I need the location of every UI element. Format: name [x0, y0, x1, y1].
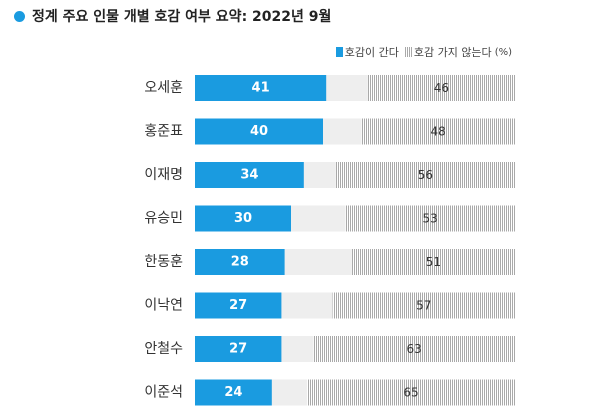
bar-favorable	[195, 249, 285, 275]
legend-favorable-label: 호감이 간다	[344, 46, 399, 59]
value-label-unfavorable: 51	[426, 255, 441, 269]
category-label: 유승민	[144, 211, 183, 227]
value-label-favorable: 24	[224, 385, 242, 400]
category-label: 안철수	[144, 341, 183, 357]
bar-favorable	[195, 379, 272, 406]
chart-legend: 호감이 간다 호감 가지 않는다 (%)	[335, 44, 512, 60]
value-label-favorable: 34	[240, 168, 258, 183]
value-label-favorable: 28	[231, 255, 249, 270]
bar-unfavorable	[332, 292, 515, 319]
bar-favorable	[195, 75, 327, 101]
value-label-unfavorable: 56	[418, 168, 433, 182]
chart-title-row: 정계 주요 인물 개별 호감 여부 요약: 2022년 9월	[14, 6, 331, 26]
value-label-favorable: 27	[229, 342, 247, 357]
value-label-unfavorable: 48	[431, 125, 446, 139]
bar-favorable	[195, 162, 304, 188]
category-label: 한동훈	[144, 254, 183, 270]
category-label: 이준석	[144, 385, 183, 401]
legend-unfavorable-label: 호감 가지 않는다	[413, 46, 492, 59]
bar-unfavorable	[335, 162, 515, 188]
chart-title: 정계 주요 인물 개별 호감 여부 요약: 2022년 9월	[32, 9, 332, 25]
value-label-favorable: 27	[229, 298, 247, 313]
value-label-favorable: 41	[252, 81, 270, 96]
category-label: 이낙연	[144, 298, 183, 314]
value-label-unfavorable: 65	[403, 386, 418, 400]
legend-unit: (%)	[494, 46, 512, 58]
title-bullet-icon	[14, 10, 25, 22]
bar-favorable	[195, 336, 282, 362]
category-label: 이재명	[144, 167, 183, 183]
bar-unfavorable	[367, 75, 515, 101]
legend-favorable-swatch	[335, 47, 343, 57]
value-label-favorable: 30	[234, 211, 252, 226]
bar-unfavorable	[307, 379, 515, 406]
value-label-unfavorable: 46	[434, 81, 449, 95]
bar-favorable	[195, 118, 323, 145]
value-label-favorable: 40	[250, 124, 268, 139]
bar-unfavorable	[313, 336, 515, 362]
value-label-unfavorable: 57	[416, 299, 431, 313]
bar-unfavorable	[351, 249, 515, 275]
bar-unfavorable	[361, 118, 515, 145]
value-label-unfavorable: 53	[423, 212, 438, 226]
bar-favorable	[195, 205, 291, 232]
bar-favorable	[195, 292, 282, 319]
bar-unfavorable	[345, 205, 515, 232]
category-label: 오세훈	[144, 80, 183, 96]
value-label-unfavorable: 63	[407, 342, 422, 356]
category-label: 홍준표	[144, 124, 183, 140]
legend-unfavorable-swatch	[404, 47, 412, 57]
